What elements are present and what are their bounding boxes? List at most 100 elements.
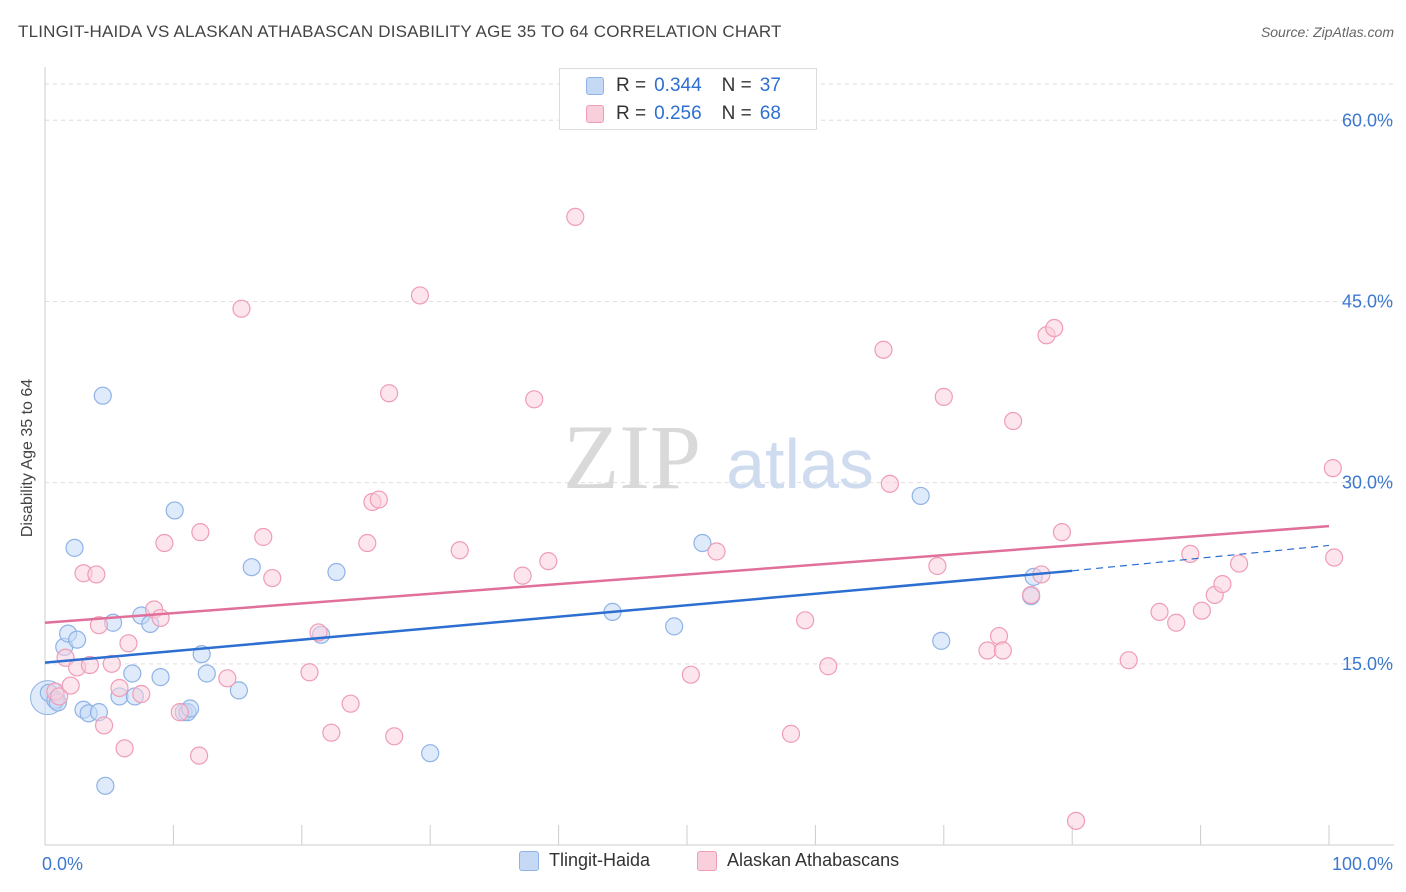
x-tick-labels: 0.0% 100.0% — [42, 854, 1393, 874]
watermark-atlas: atlas — [726, 425, 874, 503]
point-pink-51 — [993, 641, 1012, 660]
point-pink-46 — [880, 474, 899, 493]
point-pink-8 — [89, 616, 109, 635]
point-pink-58 — [1066, 811, 1086, 830]
point-pink-29 — [358, 533, 377, 553]
point-pink-31 — [369, 490, 388, 509]
legend-n-label: N = — [721, 75, 752, 96]
point-pink-6 — [80, 655, 100, 675]
point-pink-7 — [87, 565, 106, 584]
point-pink-67 — [1323, 459, 1342, 478]
point-pink-47 — [928, 556, 947, 576]
point-pink-41 — [707, 542, 726, 561]
point-blue-33 — [911, 486, 930, 506]
point-blue-11 — [96, 776, 115, 795]
point-pink-39 — [566, 207, 585, 227]
point-pink-20 — [191, 523, 210, 542]
legend-n-label: N = — [721, 103, 752, 124]
legend-r-label: R = — [616, 103, 647, 124]
trend-line-pink — [44, 524, 1330, 624]
point-pink-44 — [819, 657, 838, 676]
point-pink-22 — [232, 299, 251, 318]
point-pink-13 — [119, 634, 138, 653]
point-pink-1 — [50, 687, 69, 706]
point-pink-48 — [934, 387, 953, 406]
point-pink-68 — [1325, 548, 1344, 567]
series-label-tlingit-haida: Tlingit-Haida — [549, 850, 651, 870]
data-points — [30, 207, 1344, 830]
source-credit: Source: ZipAtlas.com — [1260, 24, 1394, 40]
point-pink-60 — [1150, 602, 1169, 621]
point-pink-18 — [170, 703, 189, 722]
legend-n-value: 68 — [759, 103, 781, 124]
point-blue-18 — [151, 668, 170, 687]
series-legend-alaskan-athabascans: Alaskan Athabascans — [697, 850, 899, 871]
series-legend: Tlingit-Haida Alaskan Athabascans — [0, 850, 1406, 878]
point-pink-40 — [681, 665, 700, 684]
point-pink-37 — [525, 390, 544, 409]
legend-r-value: 0.256 — [654, 103, 702, 124]
point-pink-24 — [263, 568, 282, 588]
legend-swatch-blue — [586, 77, 604, 95]
point-blue-25 — [229, 681, 248, 700]
point-pink-10 — [102, 654, 121, 673]
series-legend-tlingit-haida: Tlingit-Haida — [519, 850, 650, 871]
legend-row-alaskan-athabascans: R = 0.256 N = 68 — [586, 101, 781, 127]
point-pink-65 — [1213, 574, 1232, 594]
point-pink-25 — [300, 663, 319, 682]
point-pink-45 — [874, 340, 893, 359]
point-pink-11 — [110, 678, 129, 698]
point-pink-61 — [1167, 613, 1186, 632]
x-tick-label-start: 0.0% — [42, 854, 83, 874]
point-blue-5 — [65, 538, 84, 557]
trend-extension-blue — [1072, 544, 1330, 572]
legend-swatch-pink — [586, 105, 604, 123]
point-pink-27 — [322, 723, 341, 742]
point-pink-12 — [115, 739, 134, 758]
watermark: ZIP atlas — [563, 406, 874, 508]
point-pink-21 — [218, 669, 237, 688]
point-pink-43 — [796, 611, 815, 630]
y-tick-labels: 15.0% 30.0% 45.0% 60.0% — [1342, 110, 1393, 674]
x-tick-label-end: 100.0% — [1332, 854, 1393, 874]
legend-r-value: 0.344 — [654, 75, 702, 96]
legend-row-tlingit-haida: R = 0.344 N = 37 — [586, 73, 781, 99]
series-label-alaskan-athabascans: Alaskan Athabascans — [727, 850, 900, 870]
point-pink-59 — [1119, 651, 1138, 670]
point-blue-14 — [123, 664, 142, 683]
point-pink-23 — [254, 527, 273, 547]
point-pink-63 — [1192, 601, 1211, 620]
chart-title: TLINGIT-HAIDA VS ALASKAN ATHABASCAN DISA… — [18, 22, 782, 41]
series-swatch-pink — [697, 850, 717, 871]
point-pink-53 — [1022, 585, 1041, 605]
point-pink-56 — [1045, 318, 1064, 338]
point-pink-17 — [155, 533, 174, 553]
point-pink-42 — [781, 724, 801, 743]
point-pink-32 — [380, 384, 399, 403]
point-pink-3 — [61, 676, 80, 695]
point-pink-19 — [189, 746, 209, 765]
point-pink-52 — [1004, 411, 1023, 431]
gridlines — [45, 83, 1394, 665]
point-blue-34 — [932, 631, 951, 650]
point-blue-19 — [165, 501, 184, 520]
point-pink-49 — [978, 641, 997, 660]
legend-r-label: R = — [616, 75, 647, 96]
y-tick-label-3: 60.0% — [1342, 110, 1393, 130]
point-blue-10 — [93, 386, 112, 405]
point-pink-36 — [513, 566, 532, 585]
point-blue-6 — [67, 630, 87, 649]
point-pink-33 — [385, 727, 404, 746]
point-blue-31 — [665, 617, 684, 636]
point-blue-24 — [197, 664, 216, 683]
point-pink-14 — [132, 684, 151, 704]
point-pink-57 — [1052, 523, 1072, 542]
point-pink-35 — [450, 541, 469, 560]
point-blue-28 — [327, 562, 346, 582]
point-blue-32 — [693, 533, 712, 553]
y-tick-label-1: 30.0% — [1342, 473, 1393, 493]
series-swatch-blue — [519, 850, 539, 871]
point-pink-28 — [341, 694, 360, 713]
trend-line-blue — [44, 569, 1073, 664]
